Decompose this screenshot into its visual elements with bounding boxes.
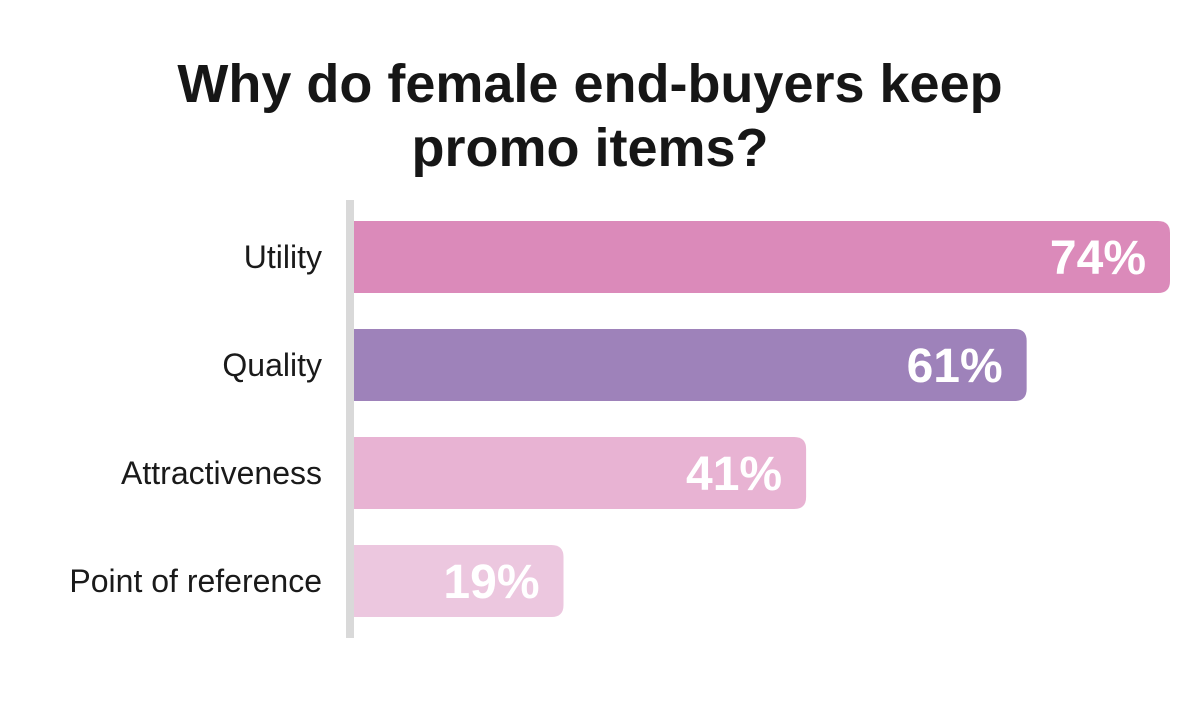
chart-title-line-2: promo items? [411,118,769,178]
value-label: 41% [686,448,782,501]
chart-title-line-1: Why do female end-buyers keep [177,54,1003,114]
bar-quality [354,329,1027,401]
category-label: Quality [222,347,322,383]
bar-attractiveness [354,437,807,509]
category-label: Utility [244,239,322,275]
value-label: 19% [443,556,539,609]
value-label: 61% [907,340,1003,393]
category-label: Attractiveness [121,455,322,491]
bar-utility [354,221,1170,293]
chart-title: Why do female end-buyers keep promo item… [0,52,1180,180]
value-label: 74% [1050,232,1146,285]
category-label: Point of reference [69,563,322,599]
bar-point-of-reference [354,545,564,617]
bars-group: Utility 74% Quality 61% Attractiveness 41% Poi… [69,221,1170,617]
